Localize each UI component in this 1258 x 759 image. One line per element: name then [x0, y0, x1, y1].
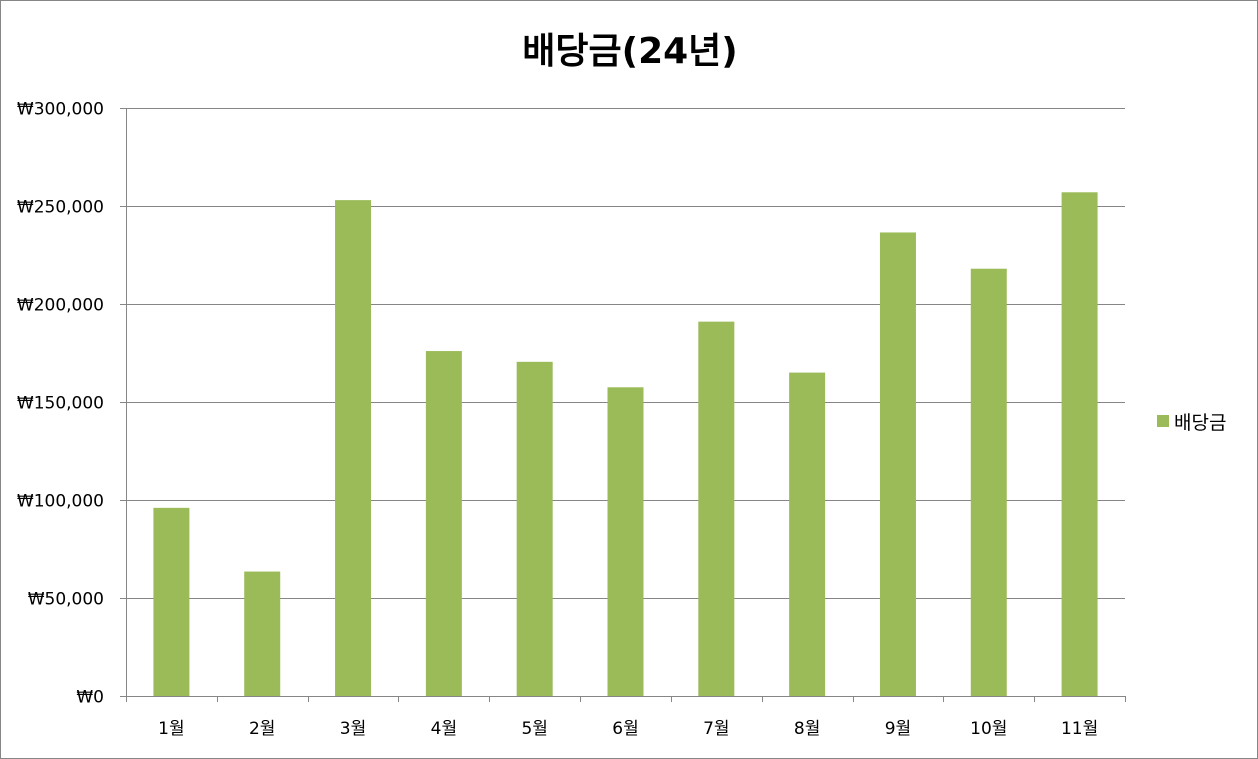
- bar: [970, 268, 1007, 696]
- bar: [244, 571, 281, 696]
- y-tick-label: ₩0: [76, 688, 104, 708]
- legend: 배당금: [1157, 412, 1226, 434]
- x-tick-label: 11월: [1061, 719, 1098, 739]
- bar: [607, 387, 644, 696]
- bars: [153, 192, 1098, 696]
- x-tick-label: 2월: [249, 719, 275, 739]
- x-tick-label: 4월: [431, 719, 457, 739]
- x-tick-labels: 1월 2월 3월 4월 5월 6월 7월 8월 9월 10월 11월: [158, 719, 1098, 739]
- y-tick-label: ₩50,000: [28, 590, 104, 610]
- x-tick-label: 6월: [612, 719, 638, 739]
- y-tick-label: ₩300,000: [17, 100, 104, 120]
- y-tick-label: ₩250,000: [17, 198, 104, 218]
- y-tick-label: ₩100,000: [17, 492, 104, 512]
- bar: [1061, 192, 1098, 696]
- legend-swatch: [1157, 415, 1169, 427]
- chart-title: 배당금(24년): [522, 31, 737, 72]
- bar: [879, 232, 916, 696]
- legend-label: 배당금: [1174, 412, 1226, 434]
- bar: [153, 507, 190, 696]
- x-tick-label: 9월: [885, 719, 911, 739]
- y-tick-label: ₩150,000: [17, 394, 104, 414]
- x-tick-label: 8월: [794, 719, 820, 739]
- bar: [425, 351, 462, 696]
- x-tick-label: 10월: [970, 719, 1007, 739]
- axes: [126, 108, 1126, 702]
- y-tick-label: ₩200,000: [17, 296, 104, 316]
- x-tick-label: 5월: [521, 719, 547, 739]
- bar: [698, 321, 735, 696]
- bar: [335, 200, 372, 696]
- y-tick-labels: ₩0 ₩50,000 ₩100,000 ₩150,000 ₩200,000 ₩250,00…: [17, 100, 104, 708]
- bar: [789, 372, 826, 696]
- x-tick-label: 7월: [703, 719, 729, 739]
- bar: [516, 361, 553, 696]
- x-tick-label: 1월: [158, 719, 184, 739]
- x-tick-label: 3월: [340, 719, 366, 739]
